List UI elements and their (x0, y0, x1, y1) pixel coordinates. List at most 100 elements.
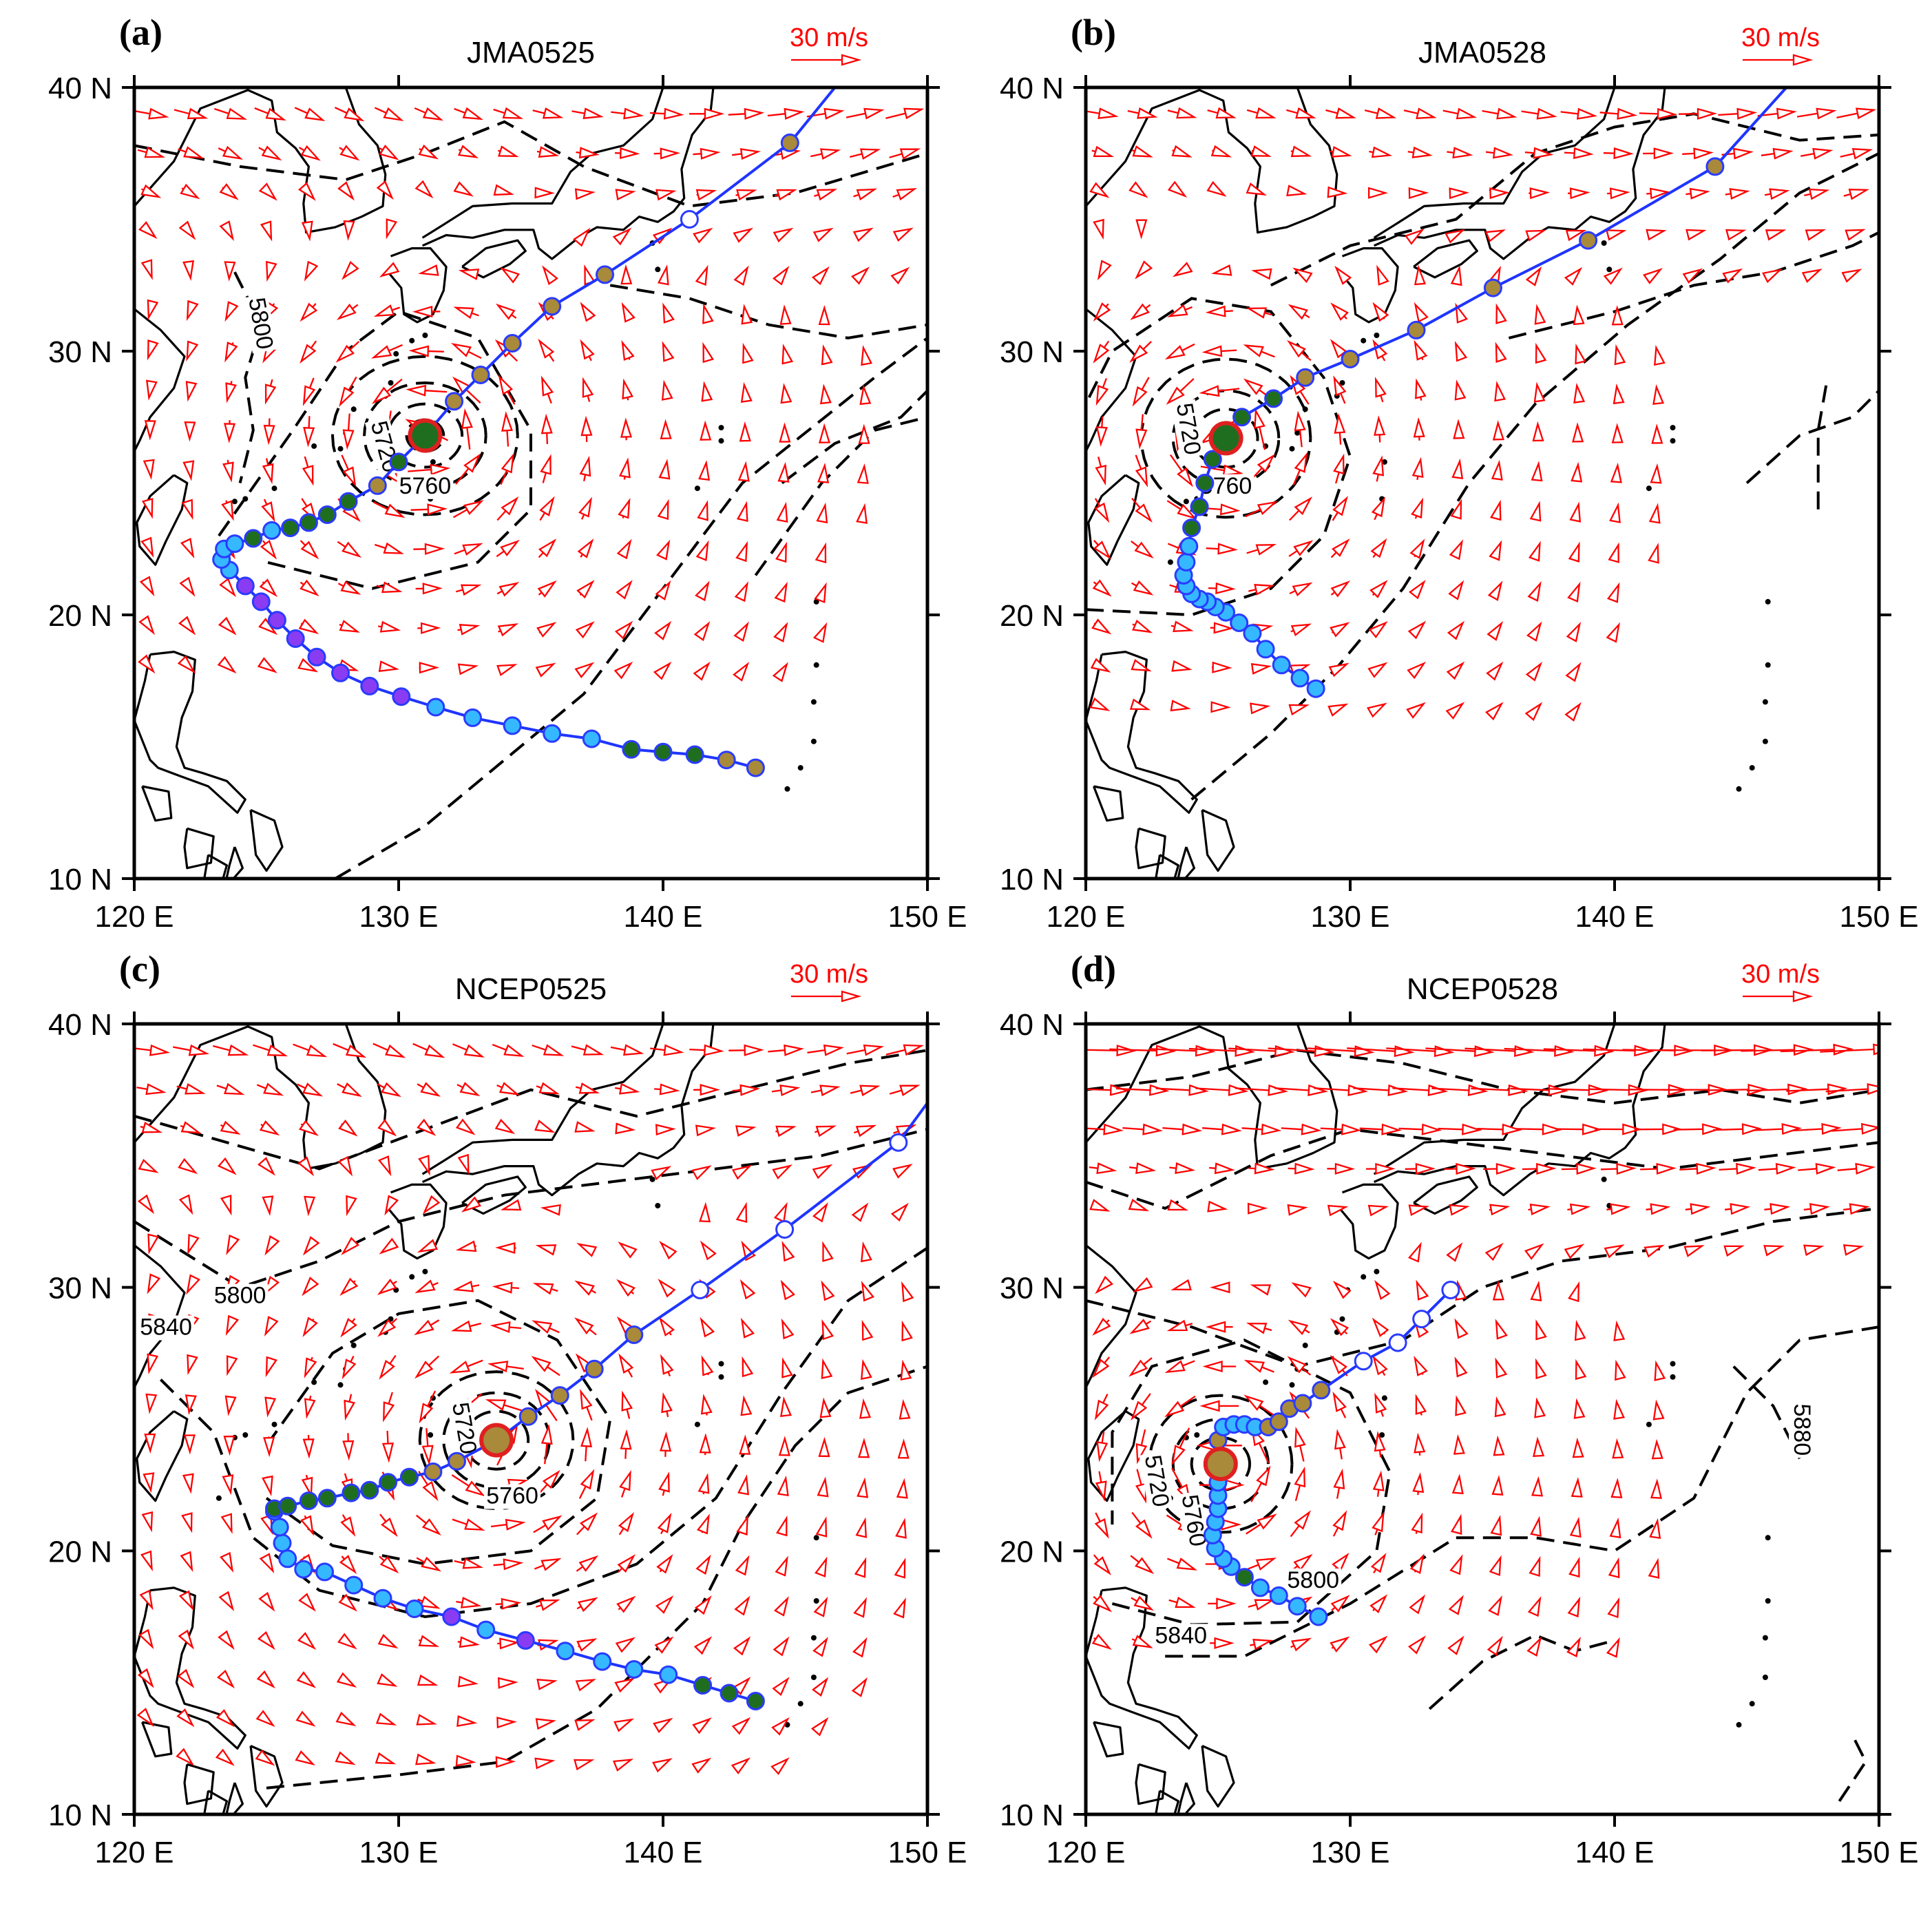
wind-vector-head-19 (1873, 1043, 1879, 1056)
wind-vector-shaft-211 (580, 514, 585, 520)
wind-vector-head-249 (1450, 1513, 1462, 1535)
wind-vector-head-115 (741, 304, 753, 325)
wind-vector-head-108 (1408, 1241, 1422, 1263)
wind-vector-head-201 (1135, 1443, 1148, 1465)
wind-vector-shaft-191 (586, 1406, 593, 1421)
wind-vector-head-114 (1644, 1244, 1665, 1258)
island-24 (1381, 459, 1387, 465)
wind-vector-head-250 (1487, 580, 1503, 601)
wind-vector-head-65 (1294, 1162, 1315, 1175)
wind-vector-head-153 (1613, 384, 1625, 405)
wind-vector-head-94 (695, 264, 708, 286)
wind-vector-head-48 (455, 1118, 476, 1135)
wind-vector-head-99 (890, 266, 910, 285)
wind-vector-head-6 (1354, 1045, 1375, 1058)
wind-vector-head-180 (1095, 464, 1106, 486)
wind-vector-head-313 (654, 1636, 674, 1654)
wind-vector-head-78 (1815, 1162, 1836, 1175)
wind-vector-head-12 (1576, 107, 1597, 120)
wind-vector-head-245 (340, 580, 361, 595)
wind-vector-shaft-6 (372, 1042, 388, 1051)
wind-vector-head-213 (660, 1431, 672, 1452)
wind-vector-shaft-144 (1264, 1327, 1272, 1332)
wind-vector-shaft-262 (1166, 1558, 1180, 1564)
wind-vector-shaft-61 (1129, 1166, 1137, 1169)
coastline-5 (421, 87, 664, 239)
wind-vector-head-7 (424, 1044, 445, 1058)
wind-vector-shaft-244 (1248, 588, 1257, 592)
height-contour-6 (134, 1049, 927, 1171)
wind-vector-shaft-224 (300, 540, 306, 547)
wind-vector-head-234 (1650, 1478, 1662, 1499)
contour-label: 5840 (1155, 1622, 1207, 1648)
wind-vector-head-83 (262, 1195, 274, 1217)
wind-vector-head-3 (1235, 1045, 1255, 1057)
wind-vector-head-257 (815, 1516, 828, 1538)
wind-vector-shaft-11 (1521, 110, 1539, 115)
track-point (775, 1220, 795, 1239)
island-3 (1289, 445, 1295, 452)
wind-vector-shaft-206 (1339, 1447, 1343, 1460)
wind-vector-head-63 (260, 220, 273, 242)
wind-vector-shaft-6 (1325, 109, 1338, 114)
wind-vector-shaft-123 (1221, 349, 1237, 353)
wind-vector-head-67 (1375, 1162, 1396, 1175)
wind-vector-head-207 (421, 1445, 434, 1466)
wind-vector-head-215 (739, 1434, 751, 1455)
wind-vector-shaft-185 (348, 1394, 353, 1403)
wind-vector-head-254 (696, 1513, 710, 1535)
wind-vector-head-46 (376, 180, 394, 200)
wind-vector-shaft-47 (1359, 1127, 1383, 1131)
wind-vector-head-229 (1449, 539, 1464, 560)
wind-vector-head-112 (1573, 304, 1585, 326)
wind-vector-head-6 (1335, 107, 1356, 119)
island-1 (1302, 1342, 1308, 1348)
wind-vector-shaft-17 (1741, 1049, 1795, 1052)
wind-vector-head-261 (1135, 1557, 1155, 1575)
wind-vector-head-159 (901, 1320, 913, 1342)
track-point (1190, 497, 1209, 516)
wind-vector-head-227 (422, 1480, 439, 1502)
wind-vector-head-271 (1526, 621, 1542, 642)
wind-vector-head-114 (702, 303, 714, 324)
wind-vector-head-253 (1606, 582, 1620, 603)
wind-vector-head-98 (1809, 1203, 1830, 1215)
wind-vector-shaft-56 (1713, 1128, 1743, 1131)
wind-vector-head-8 (1416, 107, 1437, 120)
wind-vector-shaft-8 (452, 1043, 468, 1051)
wind-vector-head-275 (735, 1555, 750, 1576)
wind-vector-head-293 (1607, 1597, 1620, 1618)
wind-vector-shaft-37 (810, 153, 823, 158)
wind-vector-head-130 (1492, 1280, 1504, 1301)
track-point (691, 1281, 710, 1299)
wind-vector-head-166 (379, 1359, 395, 1380)
wind-vector-head-184 (304, 1398, 316, 1419)
track-point (582, 729, 601, 748)
wind-vector-head-174 (701, 1355, 714, 1376)
coastline-1 (134, 1244, 186, 1485)
wind-vector-head-35 (739, 1084, 761, 1096)
wind-vector-head-100 (1093, 302, 1111, 322)
wind-vector-head-136 (781, 344, 794, 365)
panel-letter: (a) (119, 12, 162, 53)
wind-vector-shaft-16 (768, 1049, 785, 1053)
wind-vector-shaft-165 (347, 413, 350, 431)
wind-vector-head-356 (771, 1717, 790, 1736)
wind-vector-head-213 (1609, 502, 1621, 523)
wind-vector-head-200 (1094, 502, 1110, 523)
wind-vector-head-105 (341, 1237, 359, 1256)
wind-vector-shaft-190 (545, 1404, 558, 1421)
wind-vector-shaft-248 (455, 589, 463, 593)
wind-vector-head-95 (1690, 1203, 1711, 1215)
wind-vector-head-213 (657, 499, 669, 521)
wind-vector-head-361 (176, 1748, 195, 1766)
wind-vector-head-201 (183, 1434, 196, 1455)
track-point (476, 1620, 496, 1639)
wind-vector-shaft-23 (1195, 1087, 1230, 1091)
wind-vector-head-290 (539, 1599, 560, 1611)
wind-vector-head-39 (1851, 148, 1873, 160)
wind-vector-shaft-150 (547, 393, 552, 404)
wind-vector-shaft-228 (451, 1474, 470, 1487)
wind-vector-head-8 (462, 107, 483, 120)
wind-vector-head-81 (182, 260, 194, 281)
